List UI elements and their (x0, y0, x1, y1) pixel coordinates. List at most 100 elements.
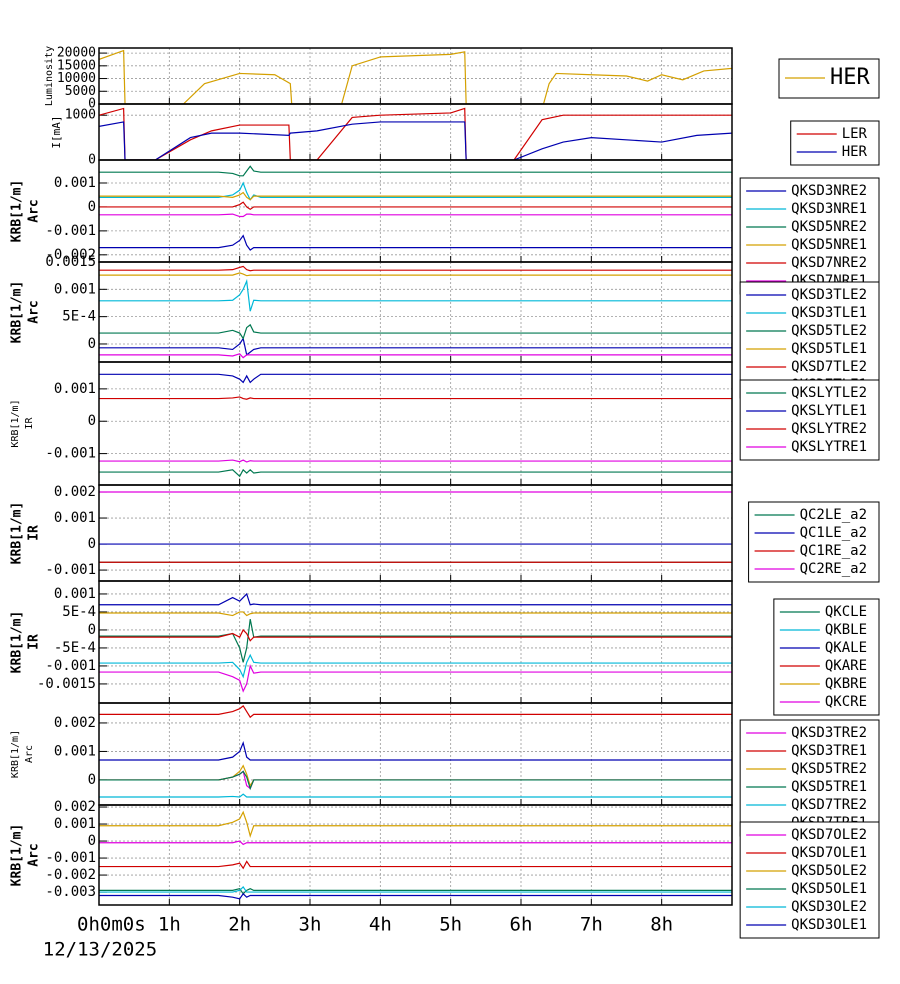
series-line (99, 793, 732, 798)
plot-area (99, 704, 732, 798)
legend-label: QKALE (825, 640, 867, 656)
legend-label: HER (830, 65, 870, 90)
y-axis-label: KRB[1/m] (10, 824, 25, 887)
legend-box (773, 598, 880, 716)
legend-label: QKSD7TLE2 (791, 359, 867, 375)
series-line (99, 592, 732, 606)
plot-area (99, 592, 732, 693)
legend-label: QKSLYTRE2 (791, 421, 867, 437)
legend-label: QKSD7OLE1 (791, 845, 867, 861)
y-axis-label: Arc (24, 745, 35, 763)
legend-label: QKSLYTRE1 (791, 439, 867, 455)
x-axis-date: 12/13/2025 (43, 939, 157, 961)
y-tick-label: 5E-4 (62, 604, 96, 620)
y-tick-label: 0.001 (54, 281, 96, 297)
y-axis-label: KRB[1/m] (10, 611, 25, 674)
legend-box (739, 177, 880, 295)
y-tick-label: -0.002 (45, 247, 96, 263)
y-tick-label: -0.0015 (37, 676, 96, 692)
y-tick-label: 0.002 (54, 715, 96, 731)
y-tick-label: 0.001 (54, 816, 96, 832)
y-axis-label: KRB[1/m] (10, 180, 25, 243)
legend-label: QKCRE (825, 694, 867, 710)
legend-label: QKSD5TLE2 (791, 323, 867, 339)
plot-area (99, 265, 732, 359)
y-tick-label: 1000 (65, 108, 96, 123)
series-line (99, 353, 732, 359)
series-line (99, 770, 732, 791)
y-axis-label: I[mA] (50, 115, 63, 148)
legend-label: QKSD3NRE1 (791, 201, 867, 217)
series-line (99, 664, 732, 693)
plot-area (99, 491, 732, 563)
y-tick-label: 0.001 (54, 175, 96, 191)
legend-box (739, 281, 880, 399)
y-tick-label: -0.003 (45, 884, 96, 900)
x-tick-label: 0h0m0s (77, 914, 146, 936)
series-line (99, 373, 732, 384)
y-axis-label: IR (24, 417, 35, 430)
series-line (99, 213, 732, 218)
y-tick-label: 0.0015 (45, 254, 96, 270)
legend-label: QKSD3TLE2 (791, 287, 867, 303)
y-tick-label: 0 (88, 97, 96, 112)
legend-label: QC1LE_a2 (800, 525, 867, 541)
y-tick-label: 0.002 (54, 799, 96, 815)
y-tick-label: 20000 (57, 46, 96, 61)
legend-label: QKSD5TRE1 (791, 779, 867, 795)
legend-label: QKSD5OLE2 (791, 863, 867, 879)
panel-frame (98, 702, 733, 806)
series-line (99, 886, 732, 893)
y-tick-label: -0.001 (45, 850, 96, 866)
series-line (99, 336, 732, 356)
series-line (99, 810, 732, 839)
y-tick-label: -0.001 (45, 223, 96, 239)
legend-label: LER (842, 126, 868, 142)
legend-label: QC2LE_a2 (800, 507, 867, 523)
y-tick-label: -5E-4 (54, 640, 96, 656)
y-tick-label: 0.001 (54, 586, 96, 602)
series-line (99, 628, 732, 642)
series-line (99, 764, 732, 788)
y-tick-label: 0 (88, 772, 96, 788)
x-tick-label: 3h (299, 914, 322, 936)
y-tick-label: 0 (88, 199, 96, 215)
y-tick-label: 15000 (57, 58, 96, 73)
y-tick-label: 0.001 (54, 743, 96, 759)
plot-area (99, 165, 732, 251)
y-tick-label: 0 (88, 153, 96, 168)
series-line (99, 201, 732, 211)
series-line (99, 278, 732, 312)
series-line (99, 860, 732, 870)
series-line (99, 107, 732, 160)
series-line (99, 265, 732, 272)
plot-area (99, 107, 732, 160)
legend-label: QKSD3NRE2 (791, 183, 867, 199)
series-line (99, 396, 732, 400)
plot-area (99, 49, 732, 104)
x-tick-label: 1h (158, 914, 181, 936)
y-tick-label: 5E-4 (62, 309, 96, 325)
legend-label: QKSD3TRE1 (791, 743, 867, 759)
panel-frame (98, 159, 733, 263)
x-tick-label: 5h (439, 914, 462, 936)
legend-label: QKSD7NRE2 (791, 255, 867, 271)
y-tick-label: 0.002 (54, 484, 96, 500)
legend-label: QKSLYTLE2 (791, 385, 867, 401)
series-line (99, 653, 732, 679)
legend-label: QKCLE (825, 604, 867, 620)
y-tick-label: 0 (88, 833, 96, 849)
series-line (99, 165, 732, 177)
legend-label: QKSD3OLE2 (791, 899, 867, 915)
legend-label: QKSD5TLE1 (791, 341, 867, 357)
y-tick-label: 0 (88, 336, 96, 352)
x-tick-label: 2h (228, 914, 251, 936)
series-line (99, 840, 732, 846)
x-tick-label: 8h (650, 914, 673, 936)
y-tick-label: 0 (88, 536, 96, 552)
y-tick-label: 10000 (57, 71, 96, 86)
plot-area (99, 373, 732, 478)
series-line (99, 611, 732, 617)
legend-label: QKBLE (825, 622, 867, 638)
